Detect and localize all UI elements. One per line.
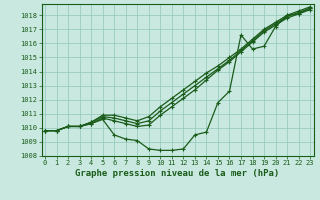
X-axis label: Graphe pression niveau de la mer (hPa): Graphe pression niveau de la mer (hPa) <box>76 169 280 178</box>
